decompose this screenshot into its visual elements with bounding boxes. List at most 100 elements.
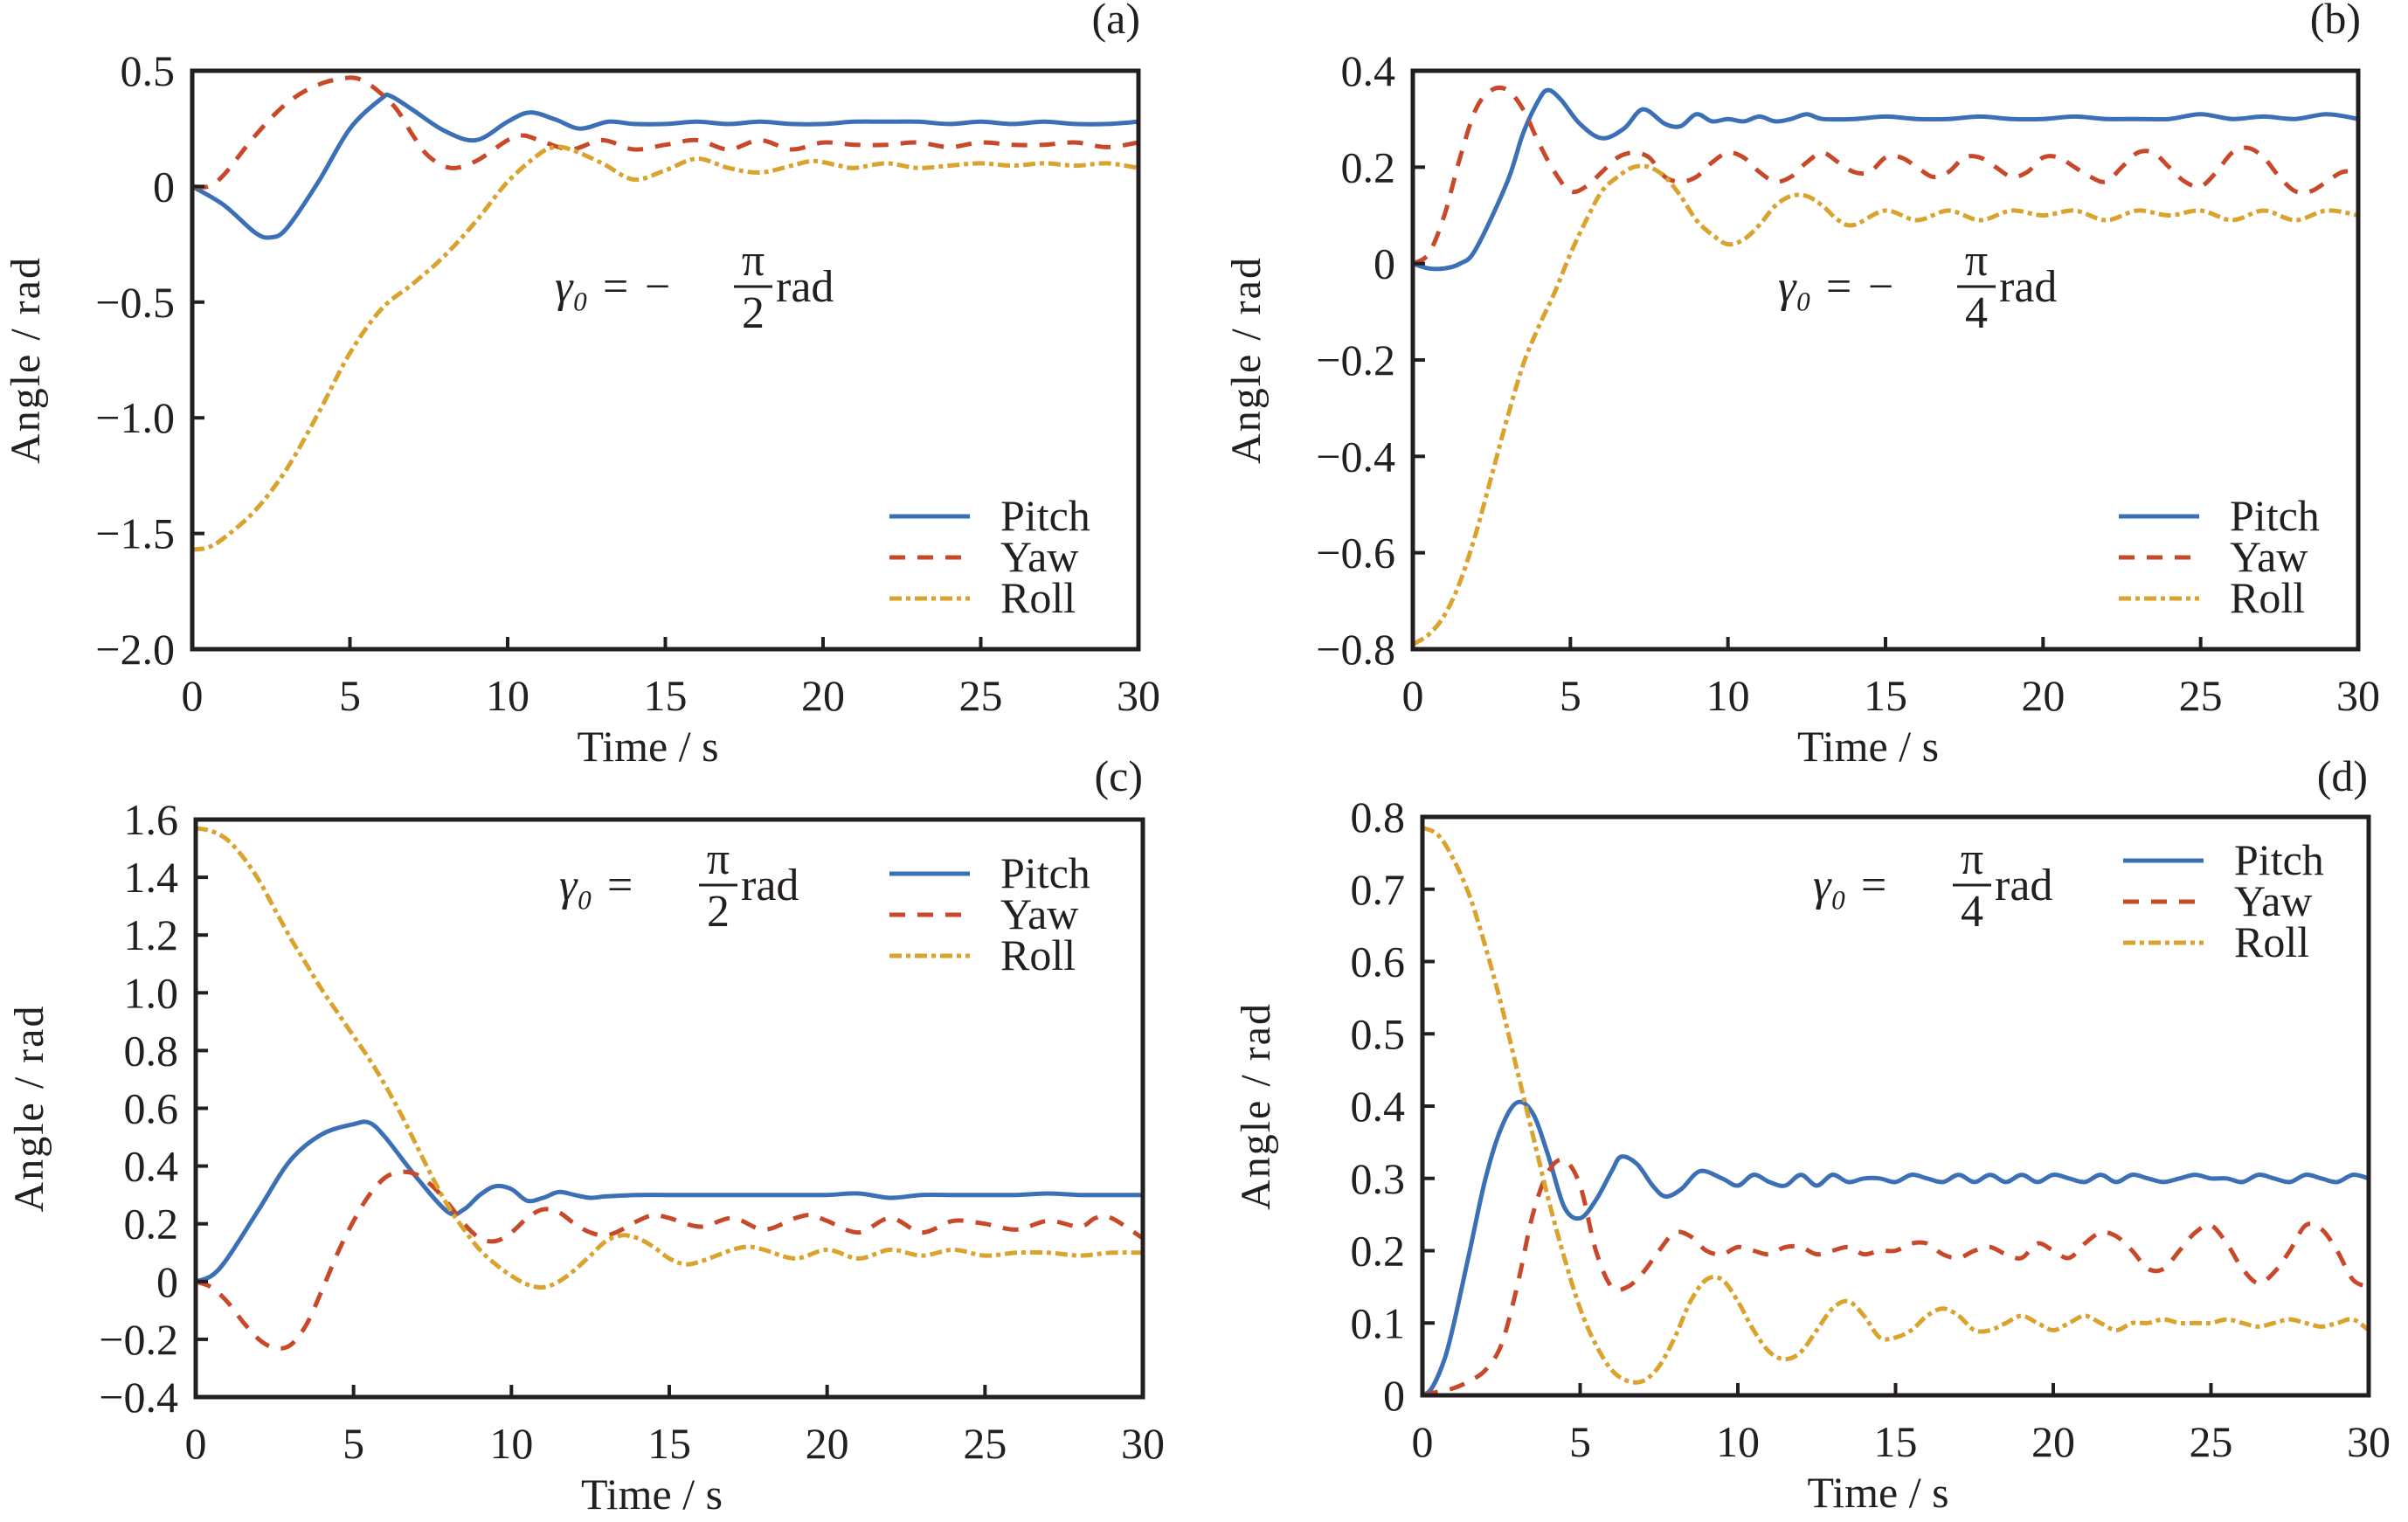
series-group [196, 826, 1143, 1351]
y-tick-label: −0.4 [99, 1373, 178, 1422]
y-tick-label: 1.2 [124, 910, 179, 959]
panel-d: 0 5 10 15 20 25 30 0.8 0.7 0.6 0.5 0.4 0.3 0.2 0.1 0 Tim… [1233, 751, 2391, 1517]
y-tick-label: 0.4 [124, 1142, 179, 1191]
y-tick-label: 1.4 [124, 853, 179, 902]
y-tick-label: 0 [1374, 239, 1395, 288]
legend-label-yaw: Yaw [1000, 532, 1078, 581]
y-axis-title: Angle / rad [3, 256, 49, 464]
x-tick-label: 25 [959, 671, 1003, 720]
x-axis-title: Time / s [1807, 1468, 1948, 1517]
y-tick-label: 0.4 [1341, 46, 1396, 95]
x-tick-label: 5 [1569, 1417, 1591, 1466]
legend-label-roll: Roll [1000, 573, 1076, 622]
series-line-roll [192, 144, 1138, 552]
y-tick-label: 0 [156, 1257, 178, 1306]
y-tick-label: 1.0 [124, 968, 179, 1017]
legend-label-roll: Roll [2230, 573, 2305, 622]
y-tick-label: −0.2 [99, 1315, 178, 1364]
panel-b: 0 5 10 15 20 25 30 0.4 0.2 0 −0.2 −0.4 −0.6 −0.8 Time … [1223, 0, 2380, 771]
panel-label: (c) [1095, 751, 1144, 800]
annotation-lhs: γ₀ = − [555, 262, 673, 312]
y-tick-label: −2.0 [95, 625, 175, 674]
y-tick-label: 0.2 [124, 1200, 179, 1249]
annotation-numerator: π [742, 236, 765, 286]
x-tick-label: 15 [1874, 1417, 1918, 1466]
y-tick-label: −1.0 [95, 393, 175, 442]
x-tick-label: 15 [647, 1419, 691, 1468]
y-tick-label: −0.5 [95, 278, 175, 327]
annotation-lhs: γ₀ = − [1778, 262, 1896, 312]
x-tick-label: 0 [1402, 671, 1424, 720]
panel-c: 0 5 10 15 20 25 301.61.41.21.00.80.60.40.20−0.… [6, 751, 1165, 1519]
series-line-pitch [1422, 1099, 2369, 1395]
annotation-denominator: 4 [1965, 288, 1988, 338]
y-tick-label: 0.4 [1351, 1082, 1406, 1131]
y-tick-label: 0.8 [1351, 792, 1406, 841]
series-line-roll [1413, 163, 2358, 647]
y-tick-label: 0.5 [1351, 1009, 1406, 1058]
annotation-numerator: π [1965, 236, 1988, 286]
y-tick-label: 0.3 [1351, 1154, 1406, 1203]
x-axis-title: Time / s [1797, 722, 1939, 771]
series-group [1422, 826, 2369, 1395]
x-tick-label: 20 [801, 671, 845, 720]
y-tick-label: 0 [1383, 1371, 1405, 1420]
panel-label: (a) [1092, 0, 1141, 43]
y-axis-title: Angle / rad [6, 1005, 52, 1213]
y-tick-label: 0.2 [1341, 142, 1396, 191]
legend-label-pitch: Pitch [1000, 848, 1090, 897]
x-tick-label: 5 [1560, 671, 1581, 720]
x-tick-label: 5 [343, 1419, 364, 1468]
y-tick-label: 0.7 [1351, 865, 1406, 914]
legend-label-pitch: Pitch [2230, 491, 2320, 540]
legend-label-yaw: Yaw [2230, 532, 2308, 581]
y-tick-label: 0.1 [1351, 1298, 1406, 1347]
y-tick-label: 0.6 [124, 1084, 179, 1133]
x-tick-label: 10 [489, 1419, 533, 1468]
annotation-unit: rad [1995, 861, 2052, 910]
legend-label-yaw: Yaw [1000, 889, 1078, 938]
series-line-roll [196, 826, 1143, 1290]
x-axis-title: Time / s [577, 722, 718, 771]
legend-label-yaw: Yaw [2234, 876, 2312, 925]
x-tick-label: 30 [2336, 671, 2380, 720]
x-tick-label: 25 [963, 1419, 1007, 1468]
x-tick-label: 30 [1117, 671, 1160, 720]
x-tick-label: 15 [1864, 671, 1907, 720]
x-tick-label: 25 [2179, 671, 2223, 720]
annotation-unit: rad [741, 861, 799, 910]
y-tick-label: 0 [153, 162, 175, 211]
series-line-yaw [1422, 1157, 2369, 1395]
annotation-numerator: π [707, 834, 730, 884]
panel-label: (d) [2317, 751, 2368, 800]
series-line-yaw [1413, 85, 2358, 266]
x-tick-label: 10 [486, 671, 529, 720]
legend-label-pitch: Pitch [2234, 835, 2324, 884]
y-tick-label: 1.6 [124, 795, 179, 844]
annotation-lhs: γ₀ = [1813, 861, 1889, 910]
x-tick-label: 0 [185, 1419, 207, 1468]
x-tick-label: 0 [1412, 1417, 1434, 1466]
x-tick-label: 20 [806, 1419, 849, 1468]
legend-label-roll: Roll [2234, 917, 2309, 966]
annotation-denominator: 2 [742, 288, 765, 338]
x-axis-title: Time / s [581, 1470, 723, 1519]
plot-frame [1420, 814, 2371, 1398]
y-tick-label: −0.8 [1316, 625, 1395, 674]
x-tick-label: 10 [1716, 1417, 1760, 1466]
annotation-unit: rad [1999, 262, 2057, 312]
panel-a: 0 5 10 15 20 25 30 0.5 0 −0.5 −1.0 −1.5 −2.0 Time / s… [3, 0, 1160, 771]
annotation-lhs: γ₀ = [559, 861, 635, 910]
series-line-yaw [192, 75, 1138, 190]
x-tick-label: 15 [644, 671, 688, 720]
series-line-pitch [192, 92, 1138, 240]
legend-label-pitch: Pitch [1000, 491, 1090, 540]
x-tick-label: 0 [182, 671, 204, 720]
x-tick-label: 30 [2347, 1417, 2391, 1466]
